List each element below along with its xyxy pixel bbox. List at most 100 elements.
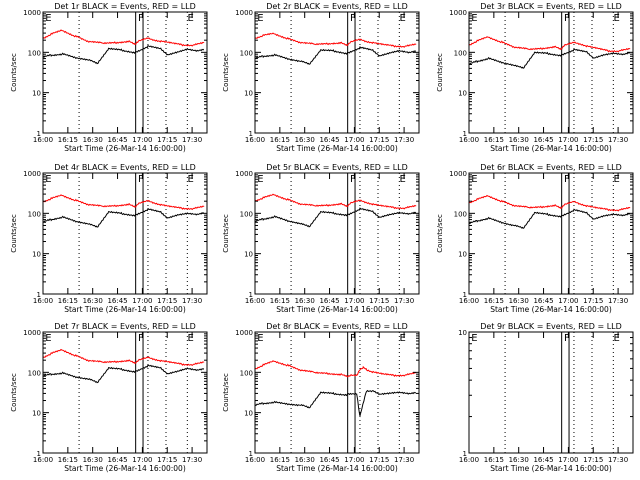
x-tick-label: 16:45: [533, 136, 553, 144]
x-tick-label: 16:00: [33, 456, 53, 464]
x-axis-label: Start Time (26-Mar-14 16:00:00): [490, 305, 612, 314]
series-line: [254, 32, 417, 48]
x-tick-label: 16:00: [33, 136, 53, 144]
event-marker-label: E: [400, 333, 406, 344]
y-tick-label: 100: [28, 49, 41, 57]
x-tick-label: 16:15: [484, 136, 504, 144]
x-tick-label: 16:30: [83, 456, 103, 464]
x-tick-label: 16:15: [58, 136, 78, 144]
y-tick-label: 100: [240, 49, 253, 57]
series-line: [42, 44, 205, 65]
y-tick-label: 10: [32, 251, 41, 259]
x-tick-label: 17:15: [157, 297, 177, 305]
x-tick-label: 17:00: [344, 297, 364, 305]
x-tick-label: 16:30: [509, 297, 529, 305]
y-tick-label: 100: [28, 210, 41, 218]
x-tick-label: 17:15: [583, 456, 603, 464]
series-line: [468, 48, 631, 69]
event-marker-label: E: [471, 13, 477, 24]
event-marker-label: E: [188, 174, 194, 185]
y-tick-label: 1000: [23, 9, 41, 17]
x-tick-label: 17:30: [608, 136, 628, 144]
event-marker-label: F: [350, 13, 356, 24]
y-axis-label: Counts/sec: [222, 214, 230, 253]
y-tick-label: 1000: [23, 170, 41, 178]
x-tick-label: 17:00: [558, 136, 578, 144]
x-axis-label: Start Time (26-Mar-14 16:00:00): [64, 305, 186, 314]
x-tick-label: 16:30: [295, 136, 315, 144]
event-marker-label: F: [138, 174, 144, 185]
x-tick-label: 16:45: [533, 297, 553, 305]
x-tick-label: 16:00: [245, 456, 265, 464]
y-tick-label: 10: [32, 410, 41, 418]
y-axis-label: Counts/sec: [436, 53, 444, 92]
x-tick-label: 17:30: [182, 456, 202, 464]
x-tick-label: 17:15: [583, 297, 603, 305]
x-tick-label: 17:00: [344, 456, 364, 464]
event-marker-label: F: [564, 333, 570, 344]
series-line: [254, 207, 417, 228]
panel-title: Det 8r BLACK = Events, RED = LLD: [266, 322, 408, 331]
y-axis-label: Counts/sec: [10, 53, 18, 92]
y-axis-label: Counts/sec: [10, 373, 18, 412]
x-tick-label: 16:30: [509, 136, 529, 144]
x-tick-label: 17:30: [394, 297, 414, 305]
event-marker-label: E: [45, 174, 51, 185]
series-line: [468, 208, 631, 229]
plot-frame: [42, 331, 208, 454]
x-tick-label: 17:30: [182, 136, 202, 144]
x-tick-label: 16:15: [58, 456, 78, 464]
x-tick-label: 16:30: [83, 297, 103, 305]
x-tick-label: 16:45: [319, 297, 339, 305]
y-axis-label: Counts/sec: [222, 53, 230, 92]
x-tick-label: 16:00: [459, 297, 479, 305]
x-tick-label: 16:15: [484, 297, 504, 305]
x-tick-label: 17:00: [132, 136, 152, 144]
y-tick-label: 1: [249, 291, 253, 299]
event-marker-label: E: [188, 13, 194, 24]
x-tick-label: 17:00: [132, 297, 152, 305]
series-line: [42, 29, 205, 47]
x-tick-label: 16:15: [484, 456, 504, 464]
panel-title: Det 2r BLACK = Events, RED = LLD: [266, 2, 408, 11]
event-marker-label: E: [257, 333, 263, 344]
x-tick-label: 16:00: [33, 297, 53, 305]
series-line: [468, 36, 631, 53]
panel-title: Det 7r BLACK = Events, RED = LLD: [54, 322, 196, 331]
series-line: [42, 207, 205, 228]
x-tick-label: 17:15: [369, 456, 389, 464]
plot-frame: [468, 172, 634, 295]
x-tick-label: 16:15: [270, 136, 290, 144]
y-tick-label: 10: [458, 251, 467, 259]
x-tick-label: 16:45: [319, 136, 339, 144]
x-axis-label: Start Time (26-Mar-14 16:00:00): [276, 305, 398, 314]
event-marker-label: F: [564, 13, 570, 24]
x-tick-label: 17:30: [394, 136, 414, 144]
event-marker-label: E: [614, 174, 620, 185]
series-line: [254, 389, 417, 418]
x-tick-label: 16:30: [295, 297, 315, 305]
event-marker-label: E: [614, 13, 620, 24]
event-marker-label: E: [471, 174, 477, 185]
y-tick-label: 1: [463, 450, 467, 458]
panel-title: Det 6r BLACK = Events, RED = LLD: [480, 163, 622, 172]
x-tick-label: 16:15: [270, 456, 290, 464]
y-tick-label: 1: [463, 130, 467, 138]
x-tick-label: 17:00: [558, 456, 578, 464]
x-axis-label: Start Time (26-Mar-14 16:00:00): [64, 144, 186, 153]
x-tick-label: 16:30: [83, 136, 103, 144]
series-line: [254, 360, 417, 378]
x-tick-label: 17:00: [344, 136, 364, 144]
y-tick-label: 10: [32, 90, 41, 98]
x-tick-label: 17:00: [132, 456, 152, 464]
series-line: [42, 348, 205, 367]
event-marker-label: F: [350, 174, 356, 185]
event-marker-label: F: [564, 174, 570, 185]
x-tick-label: 16:00: [459, 456, 479, 464]
event-marker-label: E: [45, 333, 51, 344]
